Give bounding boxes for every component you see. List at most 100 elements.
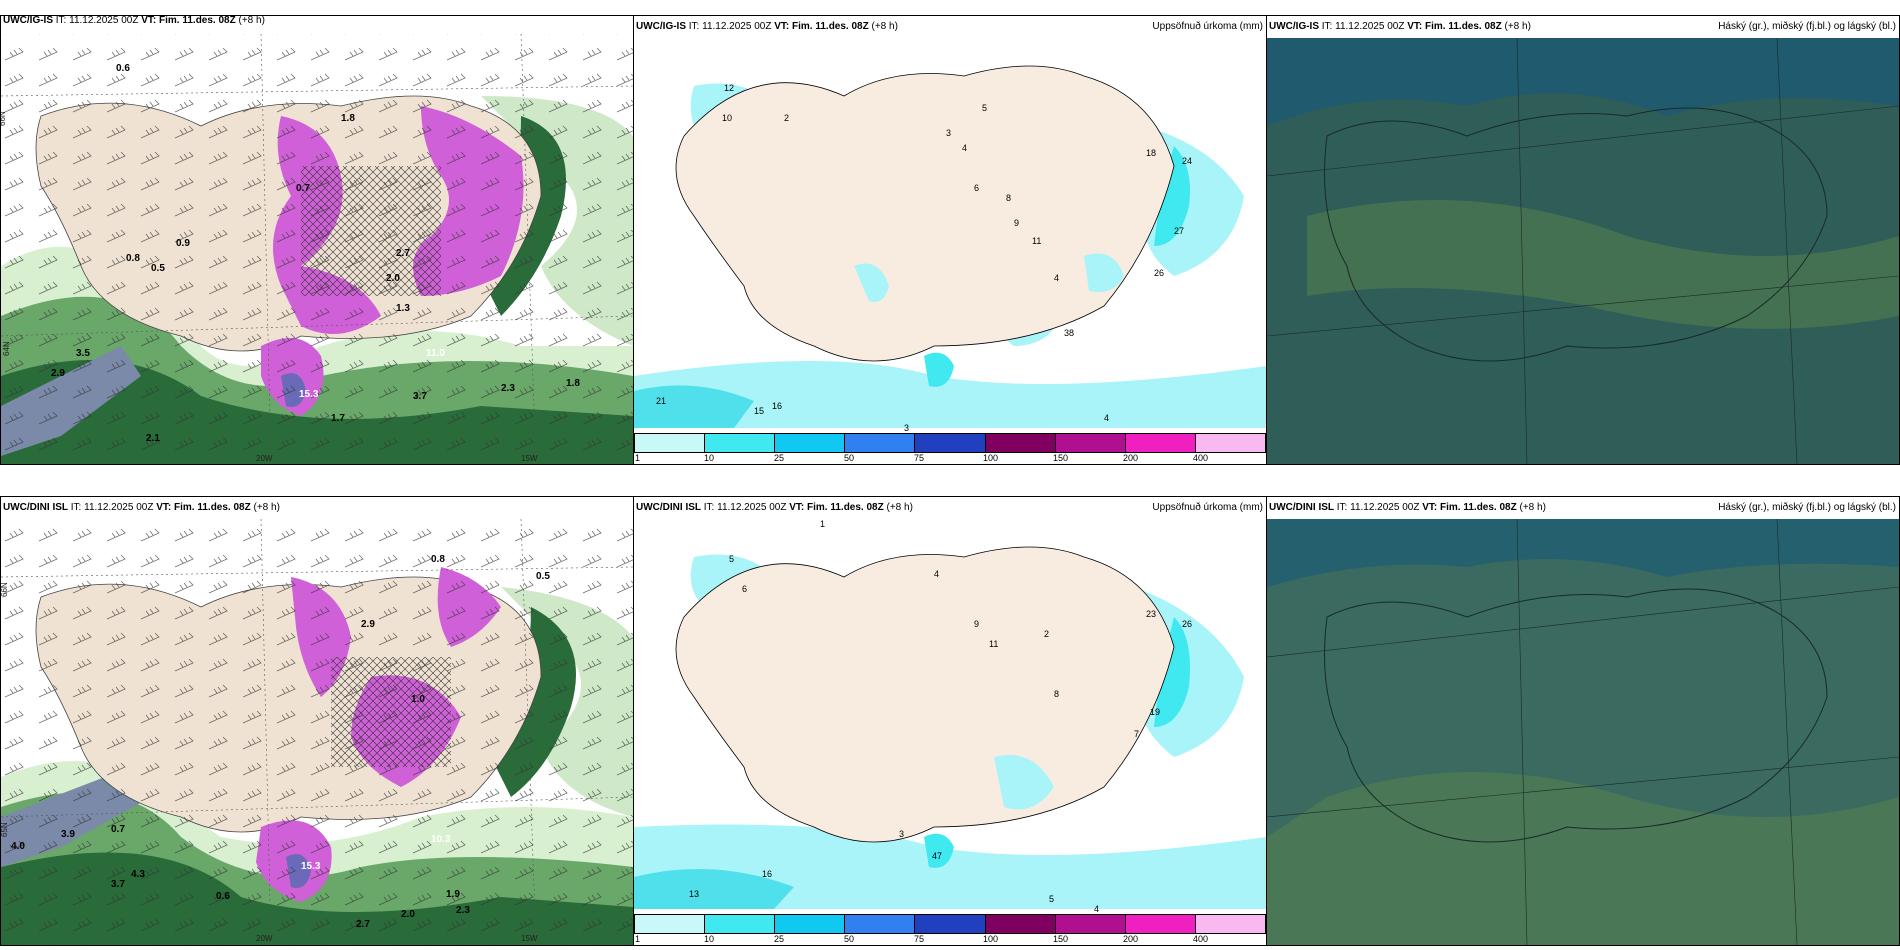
- wind-precip-panel-top: UWC/IG-IS IT: 11.12.2025 00Z VT: Fim. 11…: [0, 15, 634, 465]
- colorbar-tick: 10: [704, 934, 715, 944]
- it-value: 11.12.2025 00Z: [69, 15, 139, 26]
- cloud-cover-panel-top: UWC/IG-IS IT: 11.12.2025 00Z VT: Fim. 11…: [1266, 15, 1900, 465]
- wind-label: 1.7: [331, 413, 345, 424]
- precip-colorbar: [634, 433, 1266, 453]
- precip-label: 26: [1182, 619, 1192, 629]
- panel-title: Háský (gr.), miðský (fj.bl.) og lágský (…: [1718, 502, 1896, 513]
- wind-label: 15.3: [301, 861, 321, 872]
- wind-label: 2.0: [386, 273, 400, 284]
- panel-title: Uppsöfnuð úrkoma (mm): [1152, 502, 1263, 513]
- lat-label: 66N: [1, 582, 9, 597]
- colorbar-tick: 100: [983, 934, 999, 944]
- vt-label: VT: Fim. 11.des. 08Z: [1407, 21, 1502, 32]
- panel-title: Háský (gr.), miðský (fj.bl.) og lágský (…: [1718, 21, 1896, 32]
- accumulated-precip-panel-bottom: UWC/DINI ISL IT: 11.12.2025 00Z VT: Fim.…: [633, 496, 1267, 946]
- panel-header: UWC/IG-IS IT: 11.12.2025 00Z VT: Fim. 11…: [1267, 16, 1899, 38]
- precip-label: 27: [1174, 226, 1184, 236]
- colorbar-tick: 25: [774, 934, 785, 944]
- wind-label: 3.7: [413, 391, 427, 402]
- cloud-map: [1267, 518, 1899, 945]
- precip-label: 19: [1150, 707, 1160, 717]
- precip-label: 4: [1054, 273, 1059, 283]
- precip-label: 1: [820, 519, 825, 529]
- lead-time: (+8 h): [1504, 21, 1531, 32]
- model-name: UWC/IG-IS: [636, 21, 686, 32]
- colorbar-segment: [635, 915, 706, 933]
- colorbar-segment: [775, 915, 846, 933]
- colorbar-tick: 1: [635, 453, 641, 463]
- colorbar-tick: 400: [1193, 934, 1209, 944]
- colorbar-tick: 1: [635, 934, 641, 944]
- wind-label: 4.3: [131, 869, 145, 880]
- cloud-map: [1267, 37, 1899, 464]
- wind-label: 1.8: [341, 113, 355, 124]
- colorbar-tick: 100: [983, 453, 999, 463]
- colorbar-segment: [1055, 434, 1126, 452]
- colorbar-segment: [985, 434, 1056, 452]
- lon-label: 20W: [256, 454, 273, 463]
- wind-label: 0.5: [536, 571, 550, 582]
- wind-label: 0.7: [111, 824, 125, 835]
- vt-label: VT: Fim. 11.des. 08Z: [141, 15, 236, 26]
- it-label: IT:: [688, 21, 700, 32]
- wind-label: 0.7: [296, 183, 310, 194]
- wind-label: 3.5: [76, 348, 90, 359]
- precip-label: 4: [934, 569, 939, 579]
- wind-label: 2.9: [51, 368, 65, 379]
- precip-label: 6: [742, 584, 747, 594]
- lat-label: 66N: [1, 111, 7, 126]
- model-name: UWC/DINI ISL: [3, 502, 68, 513]
- it-value: 11.12.2025 00Z: [717, 502, 787, 513]
- precip-label: 8: [1006, 193, 1011, 203]
- precip-label: 47: [932, 851, 942, 861]
- colorbar-segment: [635, 434, 706, 452]
- it-label: IT:: [55, 15, 67, 26]
- precip-label: 13: [689, 889, 699, 899]
- colorbar-segment: [845, 434, 916, 452]
- wind-label: 0.6: [116, 63, 130, 74]
- colorbar-segment: [1195, 915, 1265, 933]
- wind-precip-map: 0.6 0.9 0.8 0.5 0.7 1.8 2.7 3.5 2.9 2.3 …: [1, 33, 633, 464]
- accumulated-precip-panel-top: UWC/IG-IS IT: 11.12.2025 00Z VT: Fim. 11…: [633, 15, 1267, 465]
- wind-label: 0.6: [216, 891, 230, 902]
- lat-label: 65N: [1, 822, 9, 837]
- colorbar-segment: [705, 915, 776, 933]
- precip-label: 5: [729, 554, 734, 564]
- precip-label: 9: [974, 619, 979, 629]
- wind-label: 2.7: [356, 919, 370, 930]
- lead-time: (+8 h): [886, 502, 913, 513]
- colorbar-segment: [1125, 915, 1196, 933]
- precip-label: 2: [1044, 629, 1049, 639]
- model-name: UWC/DINI ISL: [636, 502, 701, 513]
- wind-label: 0.5: [151, 263, 165, 274]
- precip-label: 16: [772, 401, 782, 411]
- lon-label: 20W: [256, 934, 273, 943]
- wind-label: 2.1: [146, 433, 160, 444]
- colorbar-segment: [915, 915, 986, 933]
- wind-precip-panel-bottom: UWC/DINI ISL IT: 11.12.2025 00Z VT: Fim.…: [0, 496, 634, 946]
- precip-label: 26: [1154, 268, 1164, 278]
- wind-label: 4.0: [11, 841, 25, 852]
- precip-colorbar: [634, 914, 1266, 934]
- wind-label: 3.9: [61, 829, 75, 840]
- precip-label: 5: [982, 103, 987, 113]
- precip-label: 18: [1146, 148, 1156, 158]
- precip-label: 3: [946, 128, 951, 138]
- wind-label: 2.3: [456, 905, 470, 916]
- colorbar-segment: [985, 915, 1056, 933]
- precip-label: 21: [656, 396, 666, 406]
- it-label: IT:: [703, 502, 715, 513]
- precip-label: 11: [1032, 236, 1041, 246]
- wind-label: 0.8: [431, 554, 445, 565]
- precip-label: 10: [722, 113, 732, 123]
- precip-label: 12: [724, 83, 734, 93]
- panel-header: UWC/IG-IS IT: 11.12.2025 00Z VT: Fim. 11…: [1, 15, 633, 32]
- wind-label: 2.0: [401, 909, 415, 920]
- precip-label: 3: [904, 423, 909, 433]
- precip-label: 7: [1134, 729, 1139, 739]
- it-label: IT:: [1321, 21, 1333, 32]
- colorbar-segment: [915, 434, 986, 452]
- it-label: IT:: [70, 502, 82, 513]
- precip-label: 24: [1182, 156, 1192, 166]
- colorbar-tick: 200: [1123, 453, 1139, 463]
